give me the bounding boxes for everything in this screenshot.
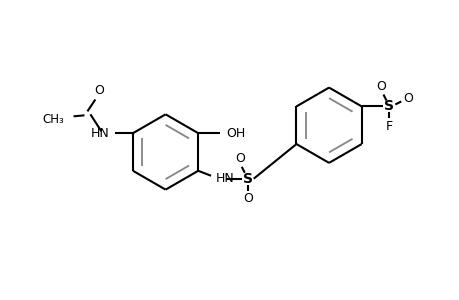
Text: CH₃: CH₃ xyxy=(42,113,63,126)
Text: F: F xyxy=(385,120,392,133)
Text: O: O xyxy=(94,84,104,97)
Text: S: S xyxy=(384,99,393,113)
Text: O: O xyxy=(376,80,386,93)
Text: O: O xyxy=(242,192,252,205)
Text: OH: OH xyxy=(225,127,245,140)
Text: O: O xyxy=(235,152,244,165)
Text: S: S xyxy=(242,172,252,186)
Text: O: O xyxy=(403,92,412,105)
Text: HN: HN xyxy=(216,172,234,185)
Text: HN: HN xyxy=(90,127,109,140)
